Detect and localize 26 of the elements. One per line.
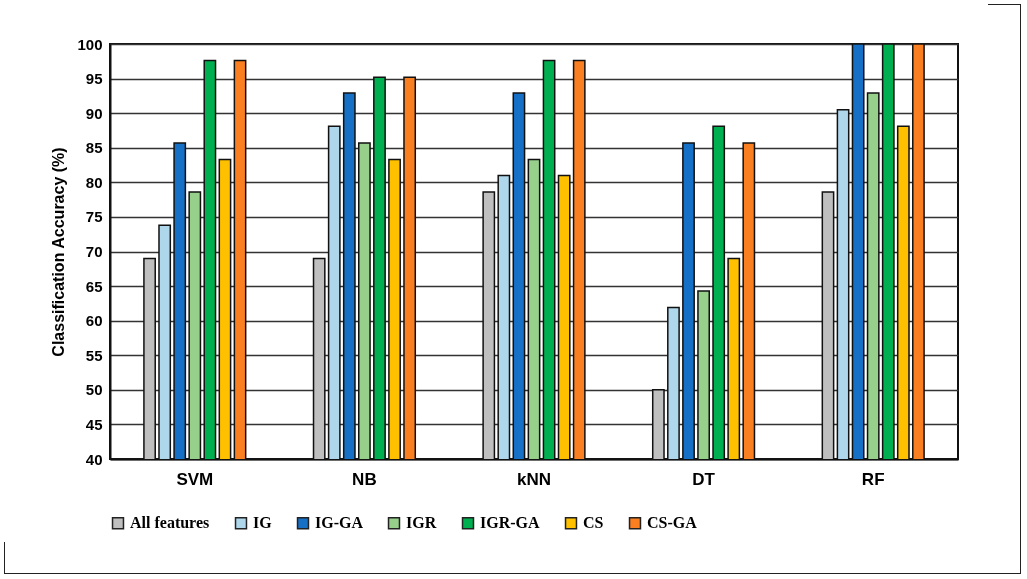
x-tick-label: NB [352,469,377,489]
y-tick-label: 50 [85,381,103,399]
legend-label: CS [583,514,604,532]
y-tick-label: 100 [77,35,103,53]
y-tick-label: 95 [85,70,103,88]
legend-label: All features [130,514,210,532]
legend-label: IG-GA [315,514,364,532]
x-tick-label: SVM [176,469,214,489]
y-tick-label: 65 [85,277,103,295]
y-axis-title: Classification Accuracy (%) [50,147,68,357]
y-tick-label: 55 [85,346,103,364]
y-tick-label: 60 [85,312,103,330]
y-tick-label: 85 [85,139,103,157]
y-tick-label: 90 [85,104,103,122]
y-tick-label: 40 [85,450,103,468]
legend-label: IGR-GA [480,514,540,532]
legend-label: CS-GA [647,514,698,532]
y-tick-label: 75 [85,208,103,226]
x-tick-label: kNN [516,469,552,489]
x-tick-label: RF [861,469,885,489]
y-tick-label: 45 [85,415,103,433]
legend-label: IG [253,514,273,532]
y-tick-label: 70 [85,243,103,260]
x-tick-label: DT [692,469,716,489]
y-tick-label: 80 [85,173,103,191]
legend-label: IGR [406,514,437,532]
